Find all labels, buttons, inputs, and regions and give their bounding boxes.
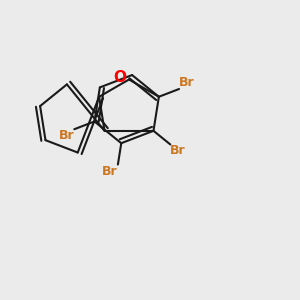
Text: Br: Br	[179, 76, 195, 89]
Text: O: O	[113, 70, 126, 86]
Text: Br: Br	[59, 129, 74, 142]
Text: Br: Br	[102, 164, 118, 178]
Text: Br: Br	[170, 144, 186, 158]
